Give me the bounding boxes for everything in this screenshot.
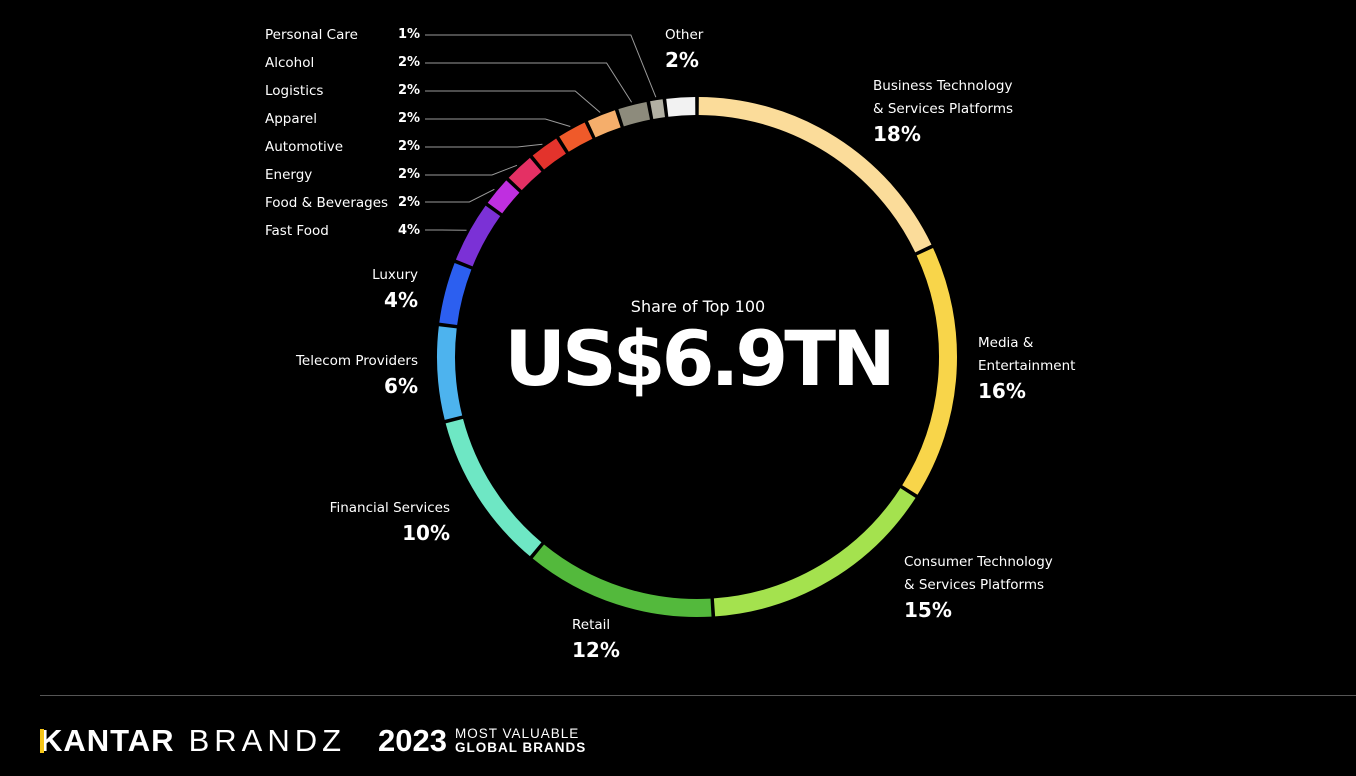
label-name: Media & bbox=[978, 335, 1034, 351]
label-energy: Energy bbox=[265, 167, 313, 183]
label-value: 16% bbox=[978, 379, 1026, 403]
donut-slice-automotive bbox=[532, 138, 566, 170]
label-consumer-technology: Consumer Technology & Services Platforms… bbox=[904, 551, 1053, 623]
kantar-logo: KANTAR bbox=[40, 723, 175, 759]
label-logistics: Logistics bbox=[265, 83, 324, 99]
label-name: Luxury bbox=[372, 267, 418, 283]
label-value: 2% bbox=[665, 48, 699, 72]
report-year: 2023 bbox=[378, 723, 447, 758]
donut-slice-luxury bbox=[439, 262, 472, 326]
label-name: & Services Platforms bbox=[904, 577, 1045, 593]
label-value: 4% bbox=[384, 288, 418, 312]
donut-slice-telecom-providers bbox=[437, 326, 463, 420]
footer-divider bbox=[40, 695, 1356, 696]
label-personal-care: Personal Care bbox=[265, 27, 358, 43]
donut-slice-consumer-technology-services-platforms bbox=[713, 488, 916, 617]
label-retail: Retail 12% bbox=[572, 614, 620, 663]
brandz-logo: BRANDZ bbox=[188, 723, 347, 758]
chart-total: US$6.9TN bbox=[504, 314, 895, 403]
value-fast-food: 4% bbox=[398, 223, 421, 238]
label-financial-services: Financial Services 10% bbox=[300, 497, 450, 546]
donut-slice-food-beverages bbox=[487, 180, 520, 214]
label-value: 6% bbox=[384, 374, 418, 398]
value-food-beverages: 2% bbox=[398, 195, 421, 210]
donut-slice-other bbox=[666, 97, 696, 117]
label-value: 10% bbox=[402, 521, 450, 545]
logo-accent-bar bbox=[40, 729, 44, 753]
label-value: 15% bbox=[904, 598, 952, 622]
value-automotive: 2% bbox=[398, 139, 421, 154]
donut-slices bbox=[437, 97, 957, 617]
value-alcohol: 2% bbox=[398, 55, 421, 70]
donut-slice-logistics bbox=[587, 110, 621, 138]
leader-line bbox=[425, 90, 601, 113]
donut-slice-alcohol bbox=[618, 101, 651, 127]
report-tagline: MOST VALUABLE GLOBAL BRANDS bbox=[455, 727, 586, 755]
value-logistics: 2% bbox=[398, 83, 421, 98]
label-value: 12% bbox=[572, 638, 620, 662]
label-fast-food: Fast Food bbox=[265, 223, 329, 239]
donut-slice-personal-care bbox=[650, 99, 666, 119]
label-food-beverages: Food & Beverages bbox=[265, 195, 389, 211]
kantar-logo-text: KANTAR bbox=[40, 723, 175, 758]
leader-lines bbox=[425, 34, 657, 231]
label-name: Consumer Technology bbox=[904, 554, 1053, 570]
tagline-line2: GLOBAL BRANDS bbox=[455, 740, 587, 755]
label-name: Other bbox=[665, 27, 704, 43]
chart-subtitle: Share of Top 100 bbox=[630, 297, 766, 316]
donut-slice-business-technology-services-platforms bbox=[698, 97, 932, 253]
label-name: Financial Services bbox=[329, 500, 450, 516]
label-value: 18% bbox=[873, 122, 921, 146]
label-name: Retail bbox=[572, 617, 611, 633]
footer-brand: KANTAR BRANDZ 2023 MOST VALUABLE GLOBAL … bbox=[40, 718, 586, 764]
value-energy: 2% bbox=[398, 167, 421, 182]
label-apparel: Apparel bbox=[265, 111, 317, 127]
label-name: & Services Platforms bbox=[873, 101, 1014, 117]
label-alcohol: Alcohol bbox=[265, 55, 315, 71]
label-media-entertainment: Media & Entertainment 16% bbox=[978, 332, 1075, 404]
leader-line bbox=[425, 143, 543, 148]
leader-line bbox=[425, 188, 495, 203]
label-name: Entertainment bbox=[978, 358, 1076, 374]
value-personal-care: 1% bbox=[398, 27, 421, 42]
donut-slice-financial-services bbox=[445, 418, 542, 557]
label-automotive: Automotive bbox=[265, 139, 344, 155]
leader-line bbox=[425, 62, 633, 103]
donut-slice-apparel bbox=[559, 122, 593, 152]
label-name: Telecom Providers bbox=[295, 353, 418, 369]
value-apparel: 2% bbox=[398, 111, 421, 126]
donut-slice-fast-food bbox=[455, 205, 501, 267]
label-telecom-providers: Telecom Providers 6% bbox=[260, 350, 418, 399]
tagline-line1: MOST VALUABLE bbox=[455, 726, 580, 741]
leader-line bbox=[425, 118, 571, 128]
label-other: Other 2% bbox=[665, 24, 703, 73]
donut-slice-retail bbox=[532, 544, 712, 617]
leader-line bbox=[425, 34, 657, 98]
donut-slice-energy bbox=[508, 157, 542, 191]
leader-line bbox=[425, 164, 518, 176]
label-business-technology: Business Technology & Services Platforms… bbox=[873, 75, 1013, 147]
label-name: Business Technology bbox=[873, 78, 1013, 94]
donut-slice-media-entertainment bbox=[902, 247, 957, 495]
label-luxury: Luxury 4% bbox=[300, 264, 418, 313]
